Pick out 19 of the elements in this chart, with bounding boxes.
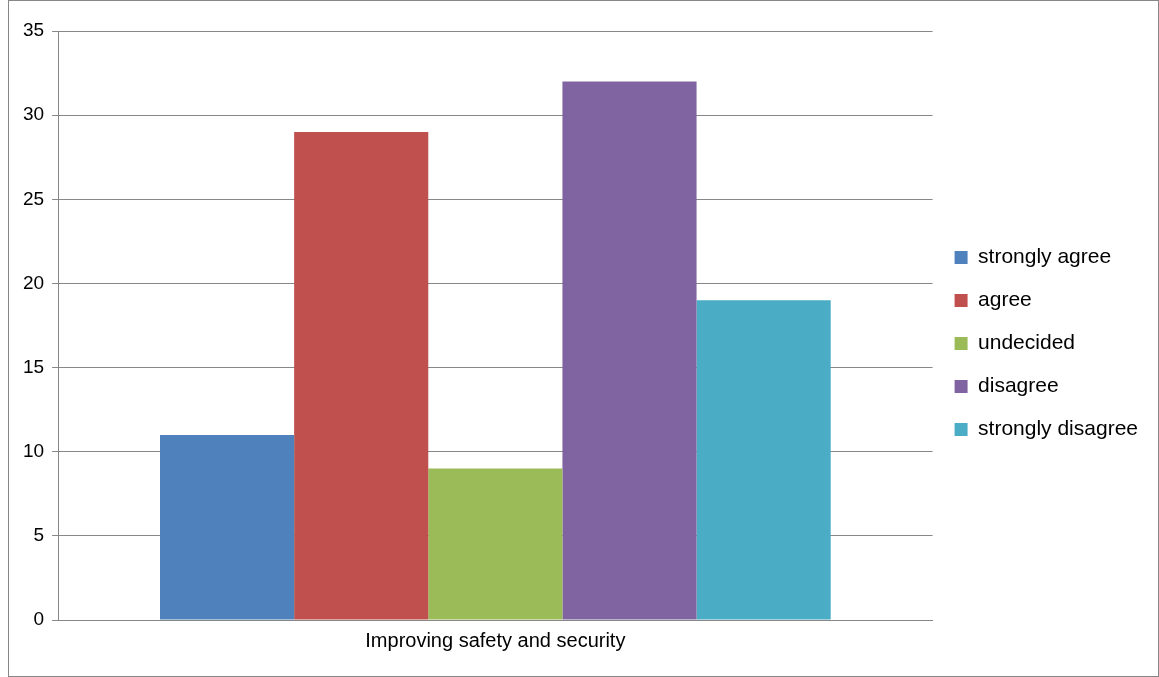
legend-label: undecided [978, 330, 1075, 354]
y-tick-label: 10 [22, 439, 45, 461]
legend-label: disagree [978, 373, 1059, 397]
y-tick-label: 25 [22, 187, 45, 209]
bar [562, 81, 697, 620]
y-tick-label: 20 [22, 271, 45, 293]
y-tick-label: 35 [22, 19, 45, 41]
y-tick-label: 5 [33, 524, 45, 546]
legend-label: strongly agree [978, 244, 1112, 268]
x-tick-label: Improving safety and security [365, 628, 626, 651]
bar [696, 300, 831, 620]
bar [428, 468, 563, 620]
legend-label: strongly disagree [978, 416, 1138, 440]
y-tick-label: 15 [22, 355, 45, 377]
bar [160, 434, 295, 620]
bar [294, 131, 429, 620]
legend-label: agree [978, 287, 1032, 311]
y-tick-label: 30 [22, 103, 45, 125]
y-tick-label: 0 [33, 608, 45, 630]
